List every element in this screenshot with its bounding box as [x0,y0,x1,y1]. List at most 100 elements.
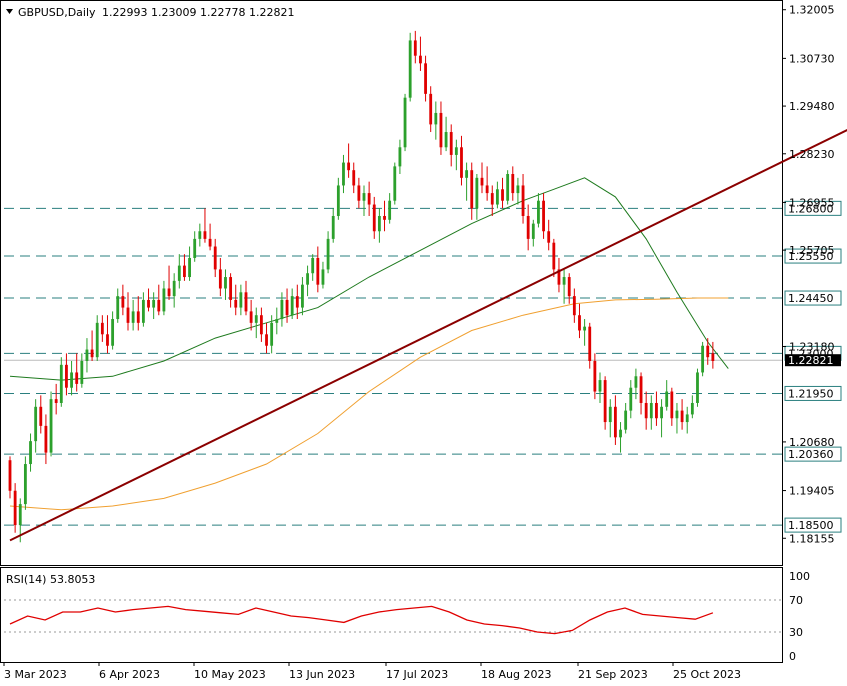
candle-body [383,215,386,220]
level-label-box [784,248,842,264]
candle-body [152,299,156,308]
level-label-box [784,446,842,462]
x-tick-label: 21 Sep 2023 [578,668,648,681]
candle-body [531,223,535,239]
candle-body [70,372,73,388]
candle-body [285,299,289,316]
candle-body [254,315,258,323]
rsi-scale-label: 30 [789,626,803,639]
main-panel-frame [0,0,783,566]
candle-body [336,185,340,216]
x-tick-label: 10 May 2023 [194,668,266,681]
rsi-scale-label: 100 [789,570,810,583]
candle-body [198,231,202,239]
candle-body [224,277,227,289]
level-label: 1.25550 [788,250,834,263]
candle-body [244,292,248,312]
ohlc-values: 1.22993 1.23009 1.22778 1.22821 [102,6,294,19]
candle-body [644,402,648,419]
candle-body [685,414,689,423]
candle-body [593,361,597,392]
candle-body [388,200,392,220]
candle-body [280,299,284,320]
candle-body [23,464,27,505]
candle-body [444,132,448,148]
candle-body [624,410,628,430]
x-tick-label: 18 Aug 2023 [481,668,551,681]
rsi-scale-label: 0 [789,650,796,663]
candle-body [162,288,166,312]
candle-body [613,406,617,438]
candle-body [347,162,351,171]
candle-body [419,55,422,64]
x-tick-label: 13 Jun 2023 [289,668,355,681]
x-tick-label: 25 Oct 2023 [673,668,741,681]
candle-body [403,97,407,148]
candle-body [218,269,222,289]
candle-body [13,490,17,526]
candle-body [357,185,361,201]
candle-body [660,406,663,419]
candle-body [547,231,551,243]
candle-body [578,315,581,331]
candle-body [203,231,207,239]
moving-average-fast [9,177,729,381]
candle-body [649,402,653,419]
candle-body [65,364,68,388]
candle-body [249,311,253,323]
candle-body [106,334,109,346]
candle-body [495,189,499,205]
level-label-box [784,290,842,306]
candle-body [434,112,438,125]
candle-body [598,380,602,392]
candle-body [362,193,366,201]
candle-body [639,376,643,403]
y-tick-label: 1.19405 [789,485,835,498]
rsi-label: RSI(14) 53.8053 [6,573,95,586]
y-tick-label: 1.28230 [789,148,835,161]
symbol-label: GBPUSD,Daily [18,6,96,19]
candle-body [655,402,658,419]
candle-body [188,257,191,278]
candle-body [552,242,556,270]
candle-body [326,238,330,270]
candle-body [680,410,684,423]
candle-body [301,284,304,308]
level-label: 1.20360 [788,448,834,461]
y-tick-label: 1.25705 [789,244,835,257]
level-label: 1.18500 [788,519,834,532]
candle-body [331,215,335,239]
candle-body [311,257,315,274]
candle-body [485,185,489,194]
candle-body [213,246,217,270]
candle-body [470,170,474,209]
candle-body [85,349,89,362]
candle-body [295,296,299,308]
rsi-line [9,605,714,635]
candle-body [393,166,397,201]
candle-body [465,170,469,178]
dropdown-triangle-icon[interactable] [6,9,13,14]
y-tick-label: 1.29480 [789,100,835,113]
candle-body [265,334,268,346]
candle-body [44,425,48,453]
candle-body [208,238,212,247]
candle-body [39,406,43,426]
candle-body [372,204,376,232]
level-label: 1.26800 [788,202,834,215]
candle-body [603,380,607,423]
candle-body [183,265,186,278]
candle-body [408,40,412,98]
candle-body [59,364,63,403]
candle-body [275,319,279,323]
level-label-box [784,200,842,216]
candle-body [670,391,674,419]
candle-body [690,402,694,415]
y-tick-label: 1.23180 [789,341,835,354]
candle-body [424,63,427,94]
candle-body [475,177,479,209]
candle-body [490,193,494,205]
y-tick-label: 1.30730 [789,52,835,65]
x-tick-label: 3 Mar 2023 [4,668,67,681]
